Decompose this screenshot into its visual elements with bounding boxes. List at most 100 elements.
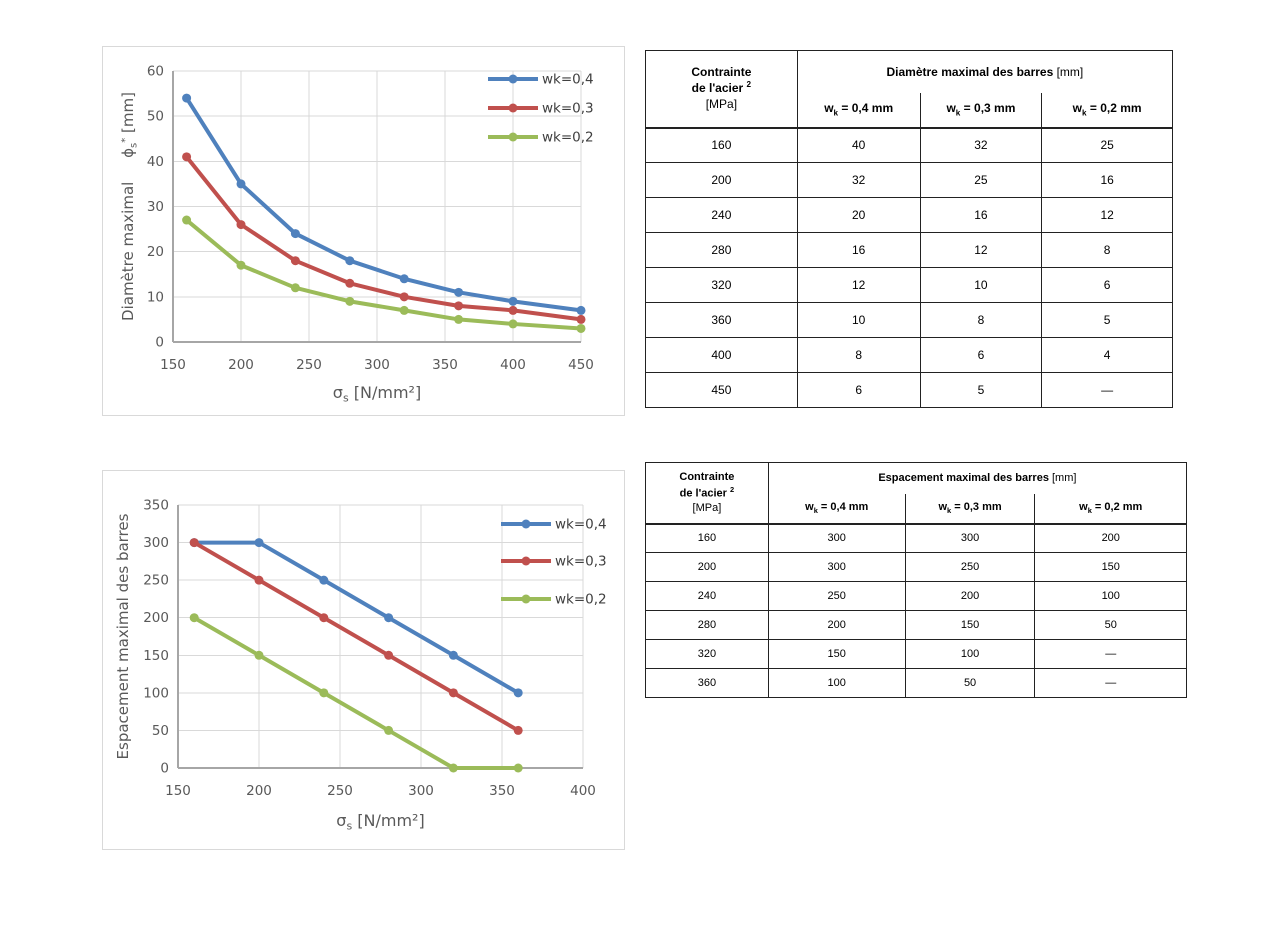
legend-label: wk=0,3 — [555, 554, 607, 570]
max-bar-diameter-table: Contrainte de l'acier 2 [MPa] Diamètre maxi… — [645, 50, 1174, 408]
table-row: 240 20 16 12 — [645, 197, 1173, 233]
table-row: 200 300 250 150 — [645, 552, 1187, 582]
table-cell: 200 — [767, 610, 906, 640]
table-row: 160 300 300 200 — [645, 523, 1187, 553]
max-bar-spacing-chart: 150 200 250 300 350 400 0 50 100 150 200 250 300 350 σ… — [102, 470, 625, 850]
max-bar-spacing-table: Contrainte de l'acier 2 [MPa] Espacement ma… — [645, 462, 1188, 698]
table-row: 280 16 12 8 — [645, 232, 1173, 268]
svg-text:40: 40 — [147, 154, 164, 170]
table-cell: 50 — [904, 668, 1036, 698]
table-cell: 6 — [796, 372, 921, 408]
legend-label: wk=0,2 — [555, 592, 607, 608]
table-cell: 12 — [796, 267, 921, 303]
table-cell: 240 — [645, 581, 769, 611]
svg-text:250: 250 — [327, 783, 353, 799]
svg-text:250: 250 — [296, 357, 322, 373]
table-cell: 40 — [796, 127, 921, 163]
table-cell: 16 — [796, 232, 921, 268]
table-cell: 6 — [1041, 267, 1173, 303]
table-cell: 6 — [919, 337, 1043, 373]
line-chart-svg: 150 200 250 300 350 400 0 50 100 150 200 250 300 350 σ… — [114, 498, 607, 833]
table-cell: 150 — [904, 610, 1036, 640]
table-cell: 360 — [645, 668, 769, 698]
table-cell: 320 — [645, 267, 798, 303]
table-row: 160 40 32 25 — [645, 127, 1173, 163]
table-cell: 32 — [919, 127, 1043, 163]
svg-text:350: 350 — [432, 357, 458, 373]
data-table: Contrainte de l'acier 2 [MPa] Diamètre maxi… — [645, 50, 1174, 408]
table-cell: 450 — [645, 372, 798, 408]
max-bar-diameter-chart: 150 200 250 300 350 400 450 0 10 20 30 40 50 60 σs [N/… — [102, 46, 625, 416]
table-cell: 150 — [767, 639, 906, 669]
svg-text:100: 100 — [143, 685, 169, 701]
table-cell: 10 — [919, 267, 1043, 303]
table-row: 320 150 100— — [645, 639, 1187, 669]
axis-lines — [172, 71, 581, 343]
table-cell: 100 — [767, 668, 906, 698]
wk-column-header: wk = 0,2 mm — [1041, 92, 1173, 129]
table-cell: 150 — [1034, 552, 1187, 582]
legend-label: wk=0,4 — [542, 72, 594, 88]
table-row: 280 200 150 50 — [645, 610, 1187, 640]
table-cell: 100 — [1034, 581, 1187, 611]
tick-labels: 150 200 250 300 350 400 450 0 10 20 30 40 50 60 — [147, 64, 594, 374]
table-cell: 280 — [645, 232, 798, 268]
legend-entry: wk=0,3 — [501, 554, 607, 570]
data-table: Contrainte de l'acier 2 [MPa] Espacement ma… — [645, 462, 1188, 698]
svg-text:200: 200 — [246, 783, 272, 799]
table-row: 240 250 200 100 — [645, 581, 1187, 611]
table-cell: 200 — [645, 162, 798, 198]
table-cell: 360 — [645, 302, 798, 338]
svg-text:400: 400 — [570, 783, 596, 799]
svg-text:300: 300 — [408, 783, 434, 799]
table-cell: — — [1034, 668, 1187, 698]
svg-text:150: 150 — [160, 357, 186, 373]
table-row: 360 10 8 5 — [645, 302, 1173, 338]
svg-text:60: 60 — [147, 64, 164, 80]
legend: wk=0,4 wk=0,3 wk=0,2 — [488, 72, 594, 146]
svg-text:10: 10 — [147, 289, 164, 305]
svg-text:150: 150 — [165, 783, 191, 799]
y-axis-title: Espacement maximal des barres — [114, 513, 132, 759]
table-cell: 320 — [645, 639, 769, 669]
table-cell: 200 — [1034, 523, 1187, 553]
svg-text:50: 50 — [147, 109, 164, 125]
tick-labels: 150 200 250 300 350 400 0 50 100 150 200 250 300 350 — [143, 498, 596, 800]
series-wk-0-4 — [189, 538, 523, 698]
svg-text:250: 250 — [143, 573, 169, 589]
svg-text:150: 150 — [143, 648, 169, 664]
series-wk-0-2 — [182, 215, 586, 333]
table-cell: 160 — [645, 127, 798, 163]
svg-text:350: 350 — [489, 783, 515, 799]
svg-text:400: 400 — [500, 357, 526, 373]
svg-text:450: 450 — [568, 357, 594, 373]
svg-text:30: 30 — [147, 199, 164, 215]
gridlines — [173, 70, 582, 342]
legend-entry: wk=0,4 — [501, 517, 607, 533]
legend-entry: wk=0,2 — [488, 130, 594, 146]
x-axis-title: σs [N/mm²] — [336, 811, 424, 833]
table-cell: 100 — [904, 639, 1036, 669]
svg-text:50: 50 — [152, 723, 169, 739]
legend-entry: wk=0,4 — [488, 72, 594, 88]
table-cell: 8 — [1041, 232, 1173, 268]
stress-column-header: Contrainte de l'acier 2 [MPa] — [645, 462, 769, 525]
table-cell: 50 — [1034, 610, 1187, 640]
table-cell: 5 — [919, 372, 1043, 408]
table-cell: 12 — [1041, 197, 1173, 233]
table-cell: 300 — [904, 523, 1036, 553]
svg-text:300: 300 — [143, 535, 169, 551]
svg-text:350: 350 — [143, 498, 169, 514]
stress-column-header: Contrainte de l'acier 2 [MPa] — [645, 50, 798, 129]
wk-column-header: wk = 0,4 mm — [796, 92, 921, 129]
y-axis-title: Diamètre maximal ϕs* [mm] — [119, 92, 140, 321]
table-cell: 8 — [796, 337, 921, 373]
value-group-header: Espacement maximal des barres [mm] — [767, 462, 1188, 494]
table-cell: 200 — [645, 552, 769, 582]
table-cell: 25 — [1041, 127, 1173, 163]
table-cell: 280 — [645, 610, 769, 640]
table-cell: 200 — [904, 581, 1036, 611]
legend-entry: wk=0,2 — [501, 592, 607, 608]
table-cell: 300 — [767, 523, 906, 553]
